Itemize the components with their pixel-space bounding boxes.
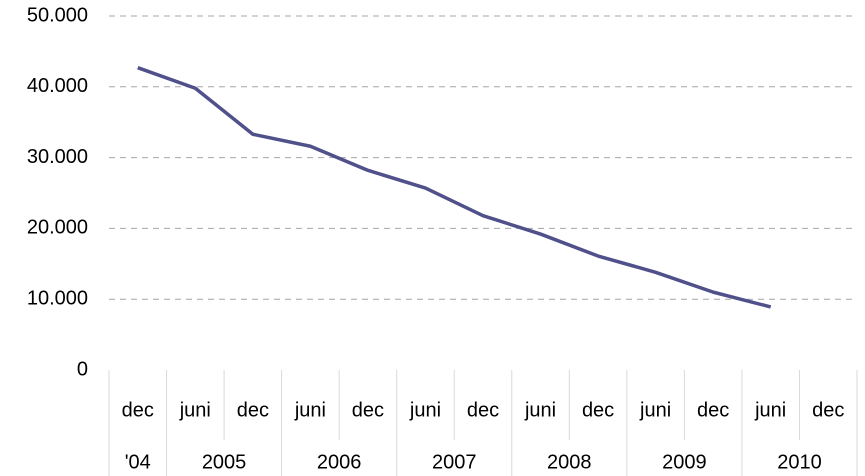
x-tick-label: dec [237, 399, 269, 421]
x-tick-label: juni [294, 399, 326, 421]
year-label: '04 [125, 451, 151, 473]
x-tick-label: dec [122, 399, 154, 421]
year-label: 2006 [317, 451, 362, 473]
x-tick-label: juni [524, 399, 556, 421]
x-tick-label: dec [352, 399, 384, 421]
y-tick-label: 0 [77, 358, 88, 380]
x-tick-label: juni [409, 399, 441, 421]
y-tick-label: 50.000 [27, 4, 88, 26]
series-line [137, 66, 772, 309]
x-tick-label: juni [639, 399, 671, 421]
year-label: 2008 [547, 451, 592, 473]
x-tick-label: juni [179, 399, 211, 421]
y-tick-label: 20.000 [27, 217, 88, 239]
x-tick-label: dec [582, 399, 614, 421]
year-label: 2007 [432, 451, 477, 473]
x-tick-label: juni [754, 399, 786, 421]
year-label: 2005 [202, 451, 247, 473]
x-tick-label: dec [697, 399, 729, 421]
y-tick-label: 40.000 [27, 75, 88, 97]
y-tick-label: 30.000 [27, 146, 88, 168]
year-label: 2009 [662, 451, 707, 473]
x-tick-label: dec [812, 399, 844, 421]
x-tick-label: dec [467, 399, 499, 421]
year-label: 2010 [777, 451, 822, 473]
y-tick-label: 10.000 [27, 287, 88, 309]
